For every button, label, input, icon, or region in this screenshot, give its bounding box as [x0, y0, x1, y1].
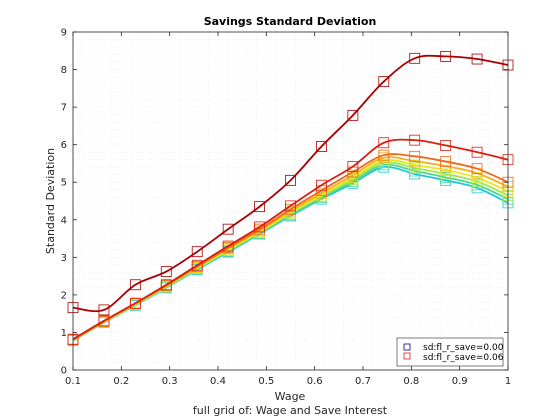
x-tick-label: 0.4: [210, 376, 226, 387]
y-axis-label: Standard Deviation: [44, 148, 57, 254]
chart-title: Savings Standard Deviation: [204, 15, 377, 28]
x-tick-label: 1: [505, 376, 511, 387]
y-tick-label: 7: [61, 103, 67, 114]
series-layer: [67, 51, 514, 347]
data-point: [222, 223, 234, 235]
y-tick-label: 4: [61, 215, 67, 226]
data-point: [347, 161, 359, 172]
legend-label-1: sd:fl_r_save=0.06: [423, 353, 504, 363]
data-point: [129, 297, 141, 309]
x-tick-label: 0.5: [258, 376, 274, 387]
y-tick-label: 2: [61, 290, 67, 301]
data-point: [471, 163, 483, 175]
data-point: [378, 149, 390, 161]
data-point: [471, 53, 483, 65]
data-point: [378, 76, 390, 87]
data-point: [285, 200, 296, 212]
axis-ticks: 0.1 0.2 0.3 0.4 0.5 0.6 0.7 0.8 0.9 1 0 1 2 3 4 5 6 7 8 9: [61, 28, 512, 388]
data-point: [347, 109, 359, 121]
data-point: [191, 259, 203, 271]
data-point: [285, 174, 296, 186]
data-point: [440, 51, 452, 62]
series-6: [67, 134, 514, 345]
x-tick-label: 0.8: [403, 376, 419, 387]
data-point: [98, 304, 110, 316]
data-point: [409, 52, 421, 64]
x-axis-label: Wage: [275, 390, 306, 403]
x-tick-label: 0.7: [355, 376, 371, 387]
y-tick-label: 8: [61, 65, 67, 76]
series-7: [67, 51, 514, 316]
y-tick-label: 9: [61, 28, 67, 39]
series-line-7: [72, 54, 509, 313]
data-point: [471, 146, 483, 158]
x-tick-label: 0.6: [307, 376, 323, 387]
legend-label-0: sd:fl_r_save=0.00: [423, 343, 504, 353]
data-point: [316, 141, 327, 152]
x-tick-label: 0.2: [113, 376, 129, 387]
data-point: [160, 279, 172, 291]
legend-marker-0: [403, 343, 411, 351]
y-tick-label: 3: [61, 253, 67, 264]
data-point: [378, 137, 390, 149]
data-point: [440, 156, 452, 167]
data-point: [254, 201, 265, 213]
data-point: [160, 266, 172, 278]
data-point: [98, 315, 110, 327]
plot-frame: [72, 31, 509, 371]
data-point: [409, 150, 421, 162]
data-point: [409, 134, 421, 146]
y-tick-label: 0: [61, 366, 67, 377]
chart-subtitle: full grid of: Wage and Save Interest: [193, 404, 388, 417]
x-tick-label: 0.1: [65, 376, 81, 387]
legend-marker-1: [403, 352, 411, 360]
series-line-6: [72, 138, 509, 340]
data-point: [129, 279, 141, 291]
data-point: [222, 240, 234, 252]
data-point: [316, 179, 327, 191]
legend: sd:fl_r_save=0.00 sd:fl_r_save=0.06: [396, 337, 504, 367]
data-point: [191, 246, 203, 258]
x-tick-label: 0.3: [162, 376, 178, 387]
y-tick-label: 5: [61, 178, 67, 189]
x-tick-label: 0.9: [452, 376, 468, 387]
data-point: [254, 221, 265, 233]
data-point: [440, 140, 452, 151]
y-tick-label: 1: [61, 328, 67, 339]
legend-box: [396, 337, 504, 367]
y-tick-label: 6: [61, 140, 67, 151]
